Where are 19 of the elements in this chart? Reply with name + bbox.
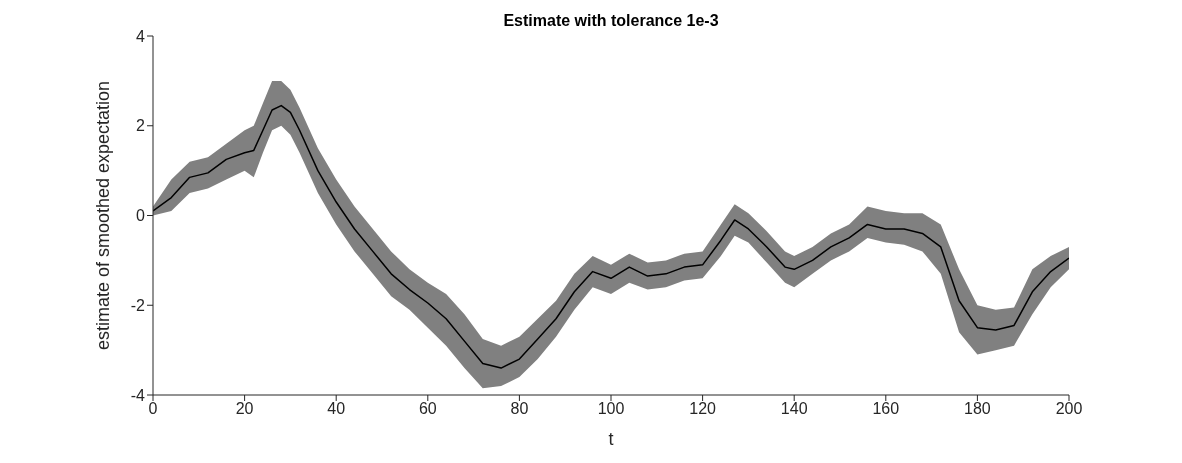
x-tick-label: 180: [964, 400, 991, 418]
x-tick-label: 160: [872, 400, 900, 418]
x-tick-label: 200: [1055, 400, 1083, 418]
x-tick-label: 20: [235, 400, 254, 418]
x-tick-label: 140: [780, 400, 808, 418]
y-tick-label: 2: [136, 117, 146, 135]
y-tick-label: -4: [130, 386, 146, 404]
chart-title: Estimate with tolerance 1e-3: [502, 12, 720, 30]
x-tick-label: 100: [597, 400, 625, 418]
x-tick-label: 80: [510, 400, 529, 418]
y-axis-title: estimate of smoothed expectation: [93, 80, 114, 351]
y-tick-label: 4: [136, 27, 146, 45]
x-axis-title: t: [608, 429, 614, 449]
y-tick-label: 0: [136, 207, 146, 225]
x-tick-label: 60: [418, 400, 437, 418]
y-tick-label: -2: [130, 296, 146, 314]
x-tick-label: 0: [148, 400, 158, 418]
x-tick-label: 120: [689, 400, 717, 418]
x-tick-label: 40: [327, 400, 346, 418]
